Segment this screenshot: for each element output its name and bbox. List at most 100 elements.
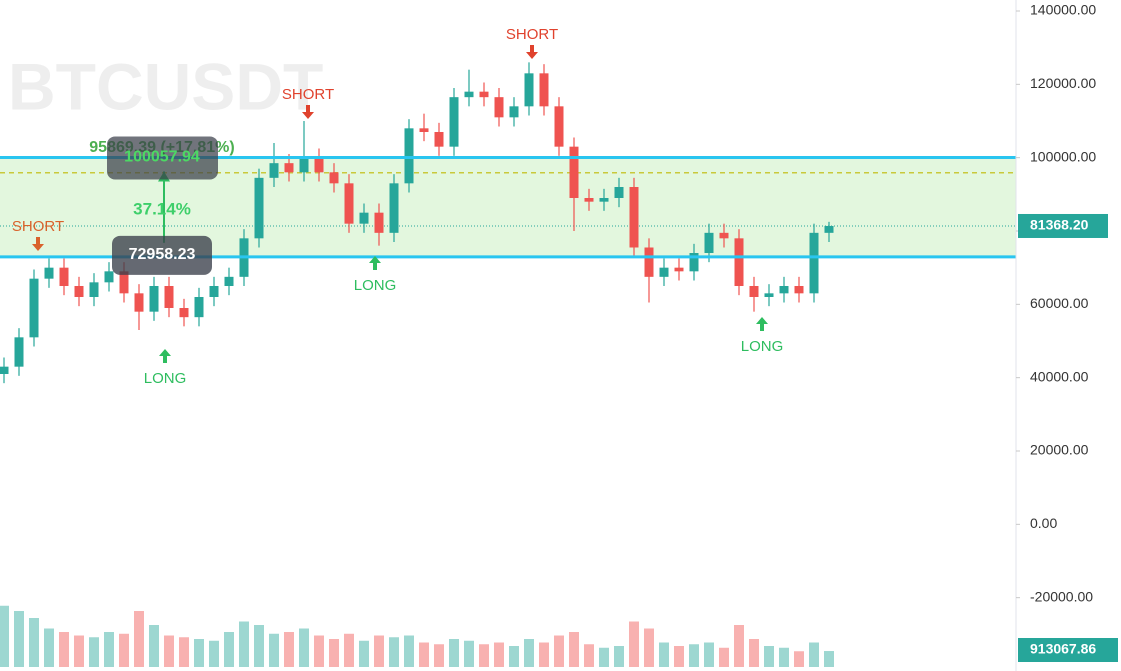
y-tick-label: 20000.00 [1030,442,1089,458]
axis-bg [1016,0,1121,671]
volume-bar [584,644,594,667]
candle-body [119,271,129,294]
volume-bar [599,647,609,667]
y-tick-label: 140000.00 [1030,2,1096,18]
volume-bar [194,639,204,667]
volume-bar [374,635,384,667]
volume-bar [44,628,54,667]
level-box [112,235,212,275]
volume-bar [494,642,504,667]
candle-body [224,276,234,286]
candle-body [614,187,624,198]
volume-bar [59,632,69,667]
candle-body [644,247,654,277]
volume-bar [764,646,774,667]
volume-bar [284,632,294,667]
candle-body [749,286,759,297]
volume-bar [674,646,684,667]
candle-body [824,225,834,233]
volume-bar [119,633,129,667]
measure-label: 37.14% [133,199,191,218]
candle-body [494,97,504,118]
candle-body [584,198,594,202]
candle-body [464,91,474,98]
price-tag [1018,213,1108,238]
candle-body [0,366,9,374]
candle-body [44,267,54,279]
signal-label: SHORT [12,218,64,235]
candle-body [674,267,684,272]
volume-bar [719,647,729,667]
volume-bar [794,651,804,667]
candle-body [434,132,444,147]
volume-bar [659,642,669,667]
signal-label: LONG [354,277,397,294]
volume-bar [89,637,99,667]
candle-body [74,286,84,297]
signal-arrow [32,237,44,251]
candle-body [164,286,174,308]
level-box [107,136,218,180]
volume-bar [239,621,249,667]
candle-body [554,106,564,147]
candle-body [524,73,534,107]
candle-body [269,163,279,178]
volume-bar [629,621,639,667]
signal-label: LONG [741,338,784,355]
volume-bar [734,625,744,667]
price-tag-label: 81368.20 [1030,217,1089,233]
volume-tag-label: 913067.86 [1030,641,1096,657]
volume-bar [539,642,549,667]
candle-body [134,293,144,312]
y-tick-label: 40000.00 [1030,368,1089,384]
signal-arrow [159,349,171,363]
volume-bar [29,618,39,667]
volume-bar [359,640,369,667]
signal-arrow [526,45,538,59]
volume-bar [404,635,414,667]
volume-bar [509,646,519,667]
candle-body [764,293,774,297]
candle-body [389,183,399,233]
signal-arrow [369,256,381,270]
volume-bar [314,635,324,667]
candle-body [104,271,114,283]
volume-bar [224,632,234,667]
volume-bar [179,637,189,667]
candle-body [344,183,354,224]
candle-body [404,128,414,184]
volume-bar [74,635,84,667]
candle-body [809,232,819,294]
volume-bar [779,647,789,667]
volume-bar [254,625,264,667]
volume-bar [329,639,339,667]
candle-body [449,97,459,147]
volume-bar [809,642,819,667]
candle-body [209,286,219,297]
volume-bar [644,628,654,667]
candle-body [539,73,549,107]
candle-body [149,286,159,312]
signal-label: SHORT [282,86,334,103]
volume-bar [299,628,309,667]
signal-label: SHORT [506,26,558,43]
volume-bar [554,635,564,667]
volume-bar [449,639,459,667]
level-box-label: 100057.94 [124,149,200,166]
volume-bar [0,605,9,667]
volume-bar [389,637,399,667]
candle-body [314,157,324,173]
y-tick-label: -20000.00 [1030,588,1093,604]
candle-body [374,212,384,233]
signal-arrow [756,317,768,331]
y-tick-label: 60000.00 [1030,295,1089,311]
candle-body [89,282,99,297]
volume-bar [209,640,219,667]
volume-bar [689,644,699,667]
signal-label: LONG [144,370,187,387]
candle-body [704,232,714,253]
volume-bar [824,651,834,667]
candle-body [659,267,669,277]
